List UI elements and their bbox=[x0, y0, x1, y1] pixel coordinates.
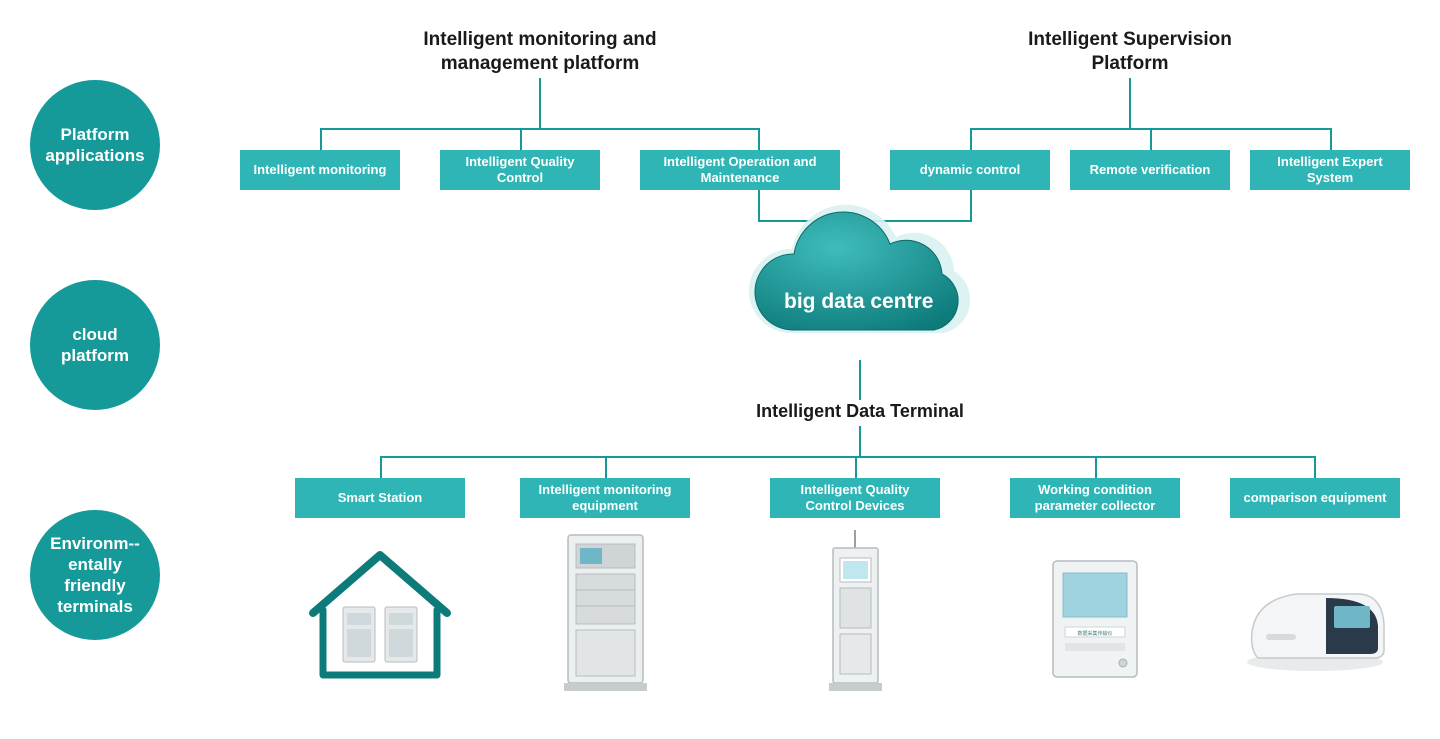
row-label-cloud: cloud platform bbox=[30, 280, 160, 410]
cloud-label-text: big data centre bbox=[784, 290, 933, 313]
box-label: Intelligent monitoring bbox=[254, 162, 387, 178]
box-label: Remote verification bbox=[1090, 162, 1211, 178]
conn-midlabel-to-hbar bbox=[859, 426, 861, 456]
mid-label-text: Intelligent Data Terminal bbox=[756, 401, 964, 421]
conn-top-right-stem bbox=[1129, 78, 1131, 128]
svg-text:数据采集传输仪: 数据采集传输仪 bbox=[1077, 630, 1112, 637]
box-monitoring-equipment: Intelligent monitoring equipment bbox=[520, 478, 690, 518]
cloud-icon bbox=[730, 198, 990, 378]
row-label-platform-apps: Platform applications bbox=[30, 80, 160, 210]
conn-bottom-drop-2 bbox=[605, 456, 607, 478]
conn-top-left-hbar bbox=[320, 128, 760, 130]
device-qc-tower-icon bbox=[818, 530, 893, 695]
top-left-title: Intelligent monitoring and management pl… bbox=[390, 28, 690, 76]
conn-bottom-drop-5 bbox=[1314, 456, 1316, 478]
box-intelligent-monitoring: Intelligent monitoring bbox=[240, 150, 400, 190]
box-label: Intelligent Operation and Maintenance bbox=[646, 154, 834, 185]
box-comparison-equipment: comparison equipment bbox=[1230, 478, 1400, 518]
conn-bottom-drop-3 bbox=[855, 456, 857, 478]
title-text: Intelligent Supervision Platform bbox=[1028, 29, 1232, 74]
box-smart-station: Smart Station bbox=[295, 478, 465, 518]
row-label-text: Platform applications bbox=[40, 124, 150, 167]
row-label-text: cloud platform bbox=[40, 324, 150, 367]
conn-cloud-to-midlabel bbox=[859, 360, 861, 400]
box-dynamic-control: dynamic control bbox=[890, 150, 1050, 190]
top-right-title: Intelligent Supervision Platform bbox=[990, 28, 1270, 76]
box-label: Intelligent monitoring equipment bbox=[526, 482, 684, 513]
box-label: Intelligent Quality Control Devices bbox=[776, 482, 934, 513]
device-monitoring-cabinet-icon bbox=[558, 530, 653, 695]
device-parameter-collector-icon: 数据采集传输仪 bbox=[1045, 555, 1145, 685]
device-comparison-analyzer-icon bbox=[1238, 580, 1393, 675]
box-label: Intelligent Quality Control bbox=[446, 154, 594, 185]
conn-top-left-stem bbox=[539, 78, 541, 128]
cloud-label: big data centre bbox=[784, 290, 933, 314]
mid-label: Intelligent Data Terminal bbox=[730, 400, 990, 423]
box-label: Intelligent Expert System bbox=[1256, 154, 1404, 185]
box-label: Working condition parameter collector bbox=[1016, 482, 1174, 513]
box-intelligent-qc: Intelligent Quality Control bbox=[440, 150, 600, 190]
box-label: Smart Station bbox=[338, 490, 423, 506]
conn-top-right-drop-1 bbox=[970, 128, 972, 150]
conn-bottom-drop-4 bbox=[1095, 456, 1097, 478]
box-expert-system: Intelligent Expert System bbox=[1250, 150, 1410, 190]
conn-top-left-drop-2 bbox=[520, 128, 522, 150]
box-label: dynamic control bbox=[920, 162, 1020, 178]
box-qc-devices: Intelligent Quality Control Devices bbox=[770, 478, 940, 518]
box-remote-verification: Remote verification bbox=[1070, 150, 1230, 190]
conn-top-right-drop-3 bbox=[1330, 128, 1332, 150]
conn-top-left-drop-3 bbox=[758, 128, 760, 150]
cloud-big-data-centre: big data centre bbox=[730, 198, 990, 378]
conn-top-right-drop-2 bbox=[1150, 128, 1152, 150]
row-label-terminals: Environm--entally friendly terminals bbox=[30, 510, 160, 640]
row-label-text: Environm--entally friendly terminals bbox=[40, 533, 150, 618]
conn-bottom-drop-1 bbox=[380, 456, 382, 478]
conn-bottom-hbar bbox=[380, 456, 1316, 458]
title-text: Intelligent monitoring and management pl… bbox=[423, 29, 656, 74]
conn-top-left-drop-1 bbox=[320, 128, 322, 150]
box-label: comparison equipment bbox=[1243, 490, 1386, 506]
box-intelligent-om: Intelligent Operation and Maintenance bbox=[640, 150, 840, 190]
box-parameter-collector: Working condition parameter collector bbox=[1010, 478, 1180, 518]
device-smart-station-icon bbox=[305, 535, 455, 685]
